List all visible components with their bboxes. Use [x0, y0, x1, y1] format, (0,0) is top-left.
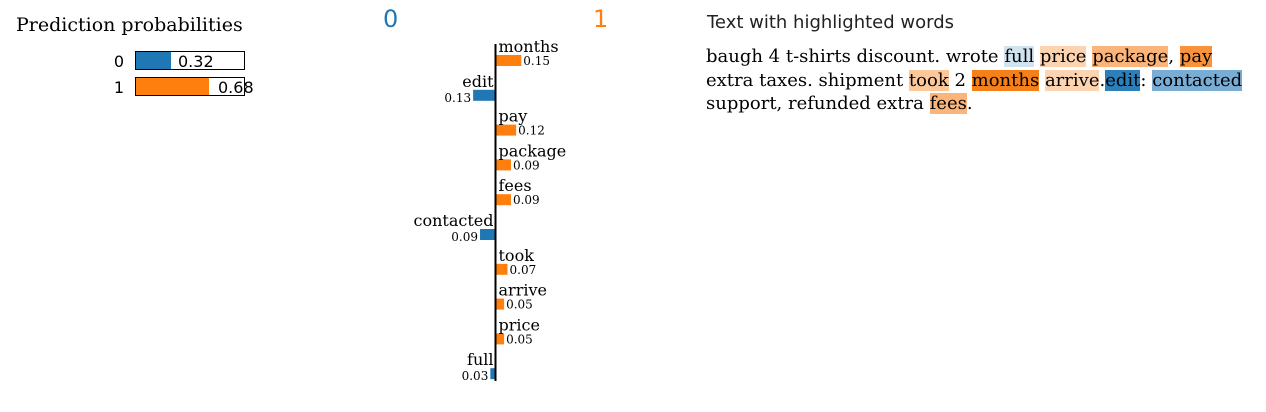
feature-weight-label: 0.12 [518, 124, 545, 138]
feature-weight-label: 0.05 [506, 332, 533, 346]
feature-weight-label: 0.09 [513, 193, 540, 207]
feature-bar [495, 55, 522, 66]
feature-label: full [467, 350, 493, 369]
probability-bar-fill [136, 52, 171, 69]
highlighted-word: fees [929, 93, 967, 114]
feature-bar [480, 229, 496, 240]
highlighted-word: pay [1179, 46, 1213, 67]
probability-bar-frame [135, 51, 245, 70]
text-segment: . [966, 93, 973, 114]
text-segment: : [1140, 69, 1153, 91]
highlighted-word: contacted [1152, 69, 1243, 91]
feature-bar [495, 333, 505, 345]
feature-weight-label: 0.09 [451, 230, 478, 244]
probability-row-1: 1 0.68 [0, 77, 300, 98]
feature-label: package [499, 141, 567, 160]
feature-label: contacted [414, 211, 494, 230]
probability-value: 0.68 [218, 78, 254, 97]
feature-weights-chart: months0.15edit0.13pay0.12package0.09fees… [414, 37, 567, 383]
text-segment: 2 [948, 69, 972, 91]
feature-label: months [499, 37, 559, 56]
highlighted-text-body: baugh 4 t-shirts discount. wrote full pr… [706, 45, 1261, 116]
class-header-negative: 0 [383, 5, 399, 33]
text-segment: extra taxes. shipment [706, 69, 909, 91]
feature-bar [495, 263, 508, 275]
text-segment [1034, 46, 1040, 67]
probability-row-0: 0 0.32 [0, 51, 300, 72]
highlighted-word: price [1039, 46, 1087, 67]
feature-bar [473, 89, 496, 101]
highlighted-text-title: Text with highlighted words [707, 12, 955, 33]
feature-weight-label: 0.09 [513, 158, 540, 172]
text-segment: baugh 4 t-shirts discount. wrote [706, 46, 1005, 67]
highlighted-word: edit [1105, 69, 1141, 91]
feature-bar [490, 368, 496, 380]
feature-label: edit [462, 72, 494, 91]
feature-weight-label: 0.05 [506, 298, 533, 312]
feature-bar [495, 159, 511, 171]
probability-class-label: 0 [113, 52, 125, 71]
highlighted-word: arrive [1044, 69, 1100, 91]
feature-bar [495, 124, 517, 136]
text-segment: , [1168, 46, 1180, 67]
feature-weight-label: 0.07 [510, 263, 537, 277]
feature-label: arrive [499, 281, 547, 300]
probability-class-label: 1 [113, 78, 125, 97]
prediction-probabilities-title: Prediction probabilities [16, 14, 243, 36]
feature-weight-label: 0.03 [462, 369, 489, 383]
probability-bar-fill [136, 78, 210, 95]
feature-bar [495, 298, 505, 310]
probability-value: 0.32 [178, 52, 214, 71]
text-segment: . [1099, 69, 1106, 91]
feature-label: price [499, 315, 540, 334]
highlighted-word: full [1004, 46, 1035, 67]
highlighted-word: months [971, 69, 1040, 91]
feature-bar [495, 194, 511, 206]
probability-bar-frame [135, 77, 245, 96]
feature-weight-label: 0.15 [523, 54, 550, 68]
highlighted-word: package [1092, 46, 1169, 67]
class-header-positive: 1 [593, 5, 609, 33]
text-segment: support, refunded extra [706, 93, 930, 114]
feature-label: took [499, 246, 535, 265]
feature-label: pay [499, 107, 528, 126]
feature-label: fees [499, 176, 532, 195]
feature-weight-label: 0.13 [444, 91, 471, 105]
highlighted-word: took [908, 69, 949, 91]
